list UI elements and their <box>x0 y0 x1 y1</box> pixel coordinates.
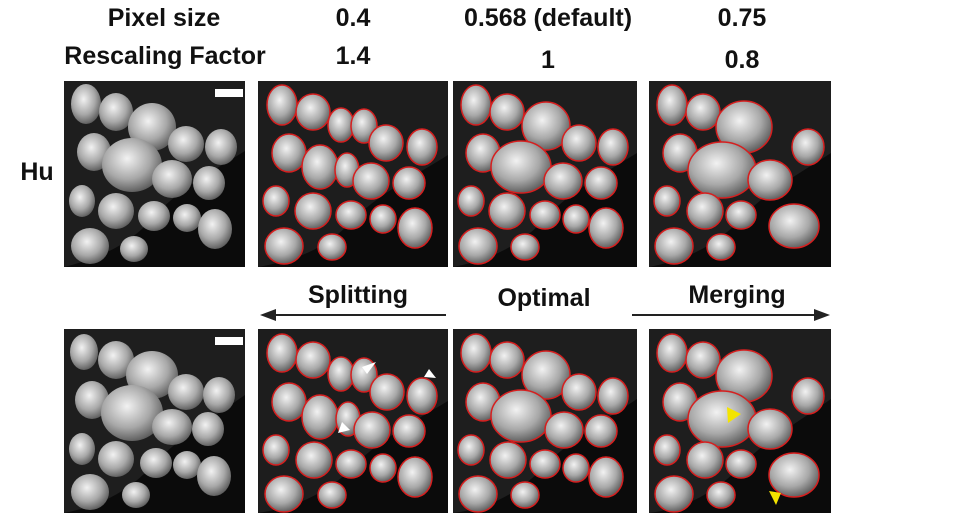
merging-arrow <box>630 305 832 325</box>
rescaling-factor-value-2: 1 <box>541 46 555 74</box>
pixel-size-label: Pixel size <box>107 4 221 32</box>
scale-bar <box>215 337 243 345</box>
splitting-indicator-arrow-2 <box>424 369 436 378</box>
rescaling-factor-value-3: 0.8 <box>724 46 760 74</box>
segmentation-image <box>258 81 448 267</box>
pixel-size-value-1: 0.4 <box>335 4 371 32</box>
splitting-indicator-arrow-1 <box>362 362 376 374</box>
segmentation-panel-0-4-bottom <box>258 329 448 513</box>
raw-image-top <box>64 81 245 267</box>
segmentation-image <box>649 81 831 267</box>
segmentation-image <box>649 329 831 513</box>
pixel-size-value-3: 0.75 <box>717 4 767 32</box>
segmentation-panel-0-4-top <box>258 81 448 267</box>
row-label-hu: Hu <box>20 158 54 186</box>
segmentation-image <box>453 81 637 267</box>
optimal-label: Optimal <box>497 284 591 312</box>
microscopy-image <box>64 81 245 267</box>
raw-image-bottom <box>64 329 245 513</box>
pixel-size-value-2: 0.568 (default) <box>463 4 633 32</box>
segmentation-panel-0-568-top <box>453 81 637 267</box>
splitting-label: Splitting <box>308 281 408 309</box>
segmentation-image <box>258 329 448 513</box>
splitting-indicator-arrow-3 <box>338 422 350 433</box>
segmentation-panel-0-75-top <box>649 81 831 267</box>
segmentation-image <box>453 329 637 513</box>
merging-indicator-arrow-1 <box>727 407 741 423</box>
segmentation-panel-0-75-bottom <box>649 329 831 513</box>
rescaling-factor-value-1: 1.4 <box>335 42 371 70</box>
splitting-arrow <box>258 305 448 325</box>
microscopy-image <box>64 329 245 513</box>
segmentation-panel-0-568-bottom <box>453 329 637 513</box>
merging-label: Merging <box>688 281 786 309</box>
rescaling-factor-label: Rescaling Factor <box>64 42 266 70</box>
scale-bar <box>215 89 243 97</box>
merging-indicator-arrow-2 <box>769 491 781 505</box>
